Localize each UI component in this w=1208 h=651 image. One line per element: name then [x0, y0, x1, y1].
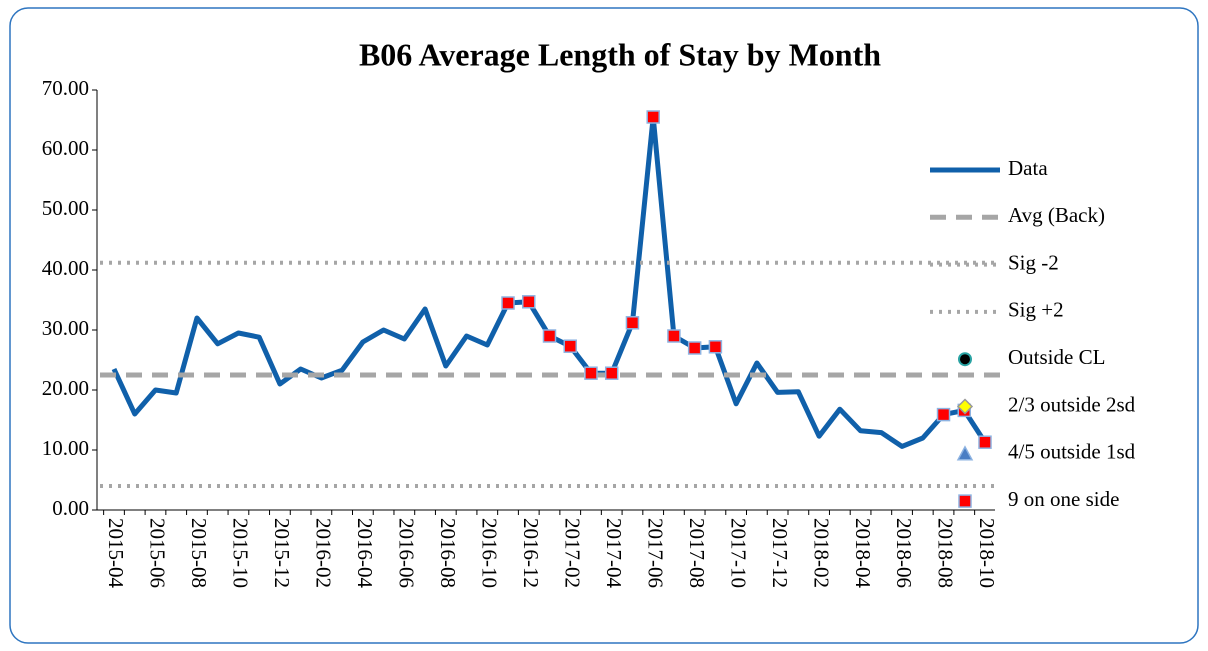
x-tick-label: 2016-04: [353, 518, 377, 588]
legend-swatch: [956, 398, 974, 415]
legend-label: Sig +2: [1008, 298, 1064, 322]
marker: [501, 296, 515, 310]
legend-label: Outside CL: [1008, 345, 1105, 369]
x-tick-label: 2016-06: [395, 518, 419, 588]
x-tick-label: 2018-06: [892, 518, 916, 588]
legend-swatch: [958, 494, 972, 508]
x-tick-label: 2018-04: [851, 518, 875, 588]
x-tick-label: 2018-10: [975, 518, 999, 588]
marker: [625, 316, 640, 330]
legend-label: Data: [1008, 156, 1048, 180]
y-tick-label: 20.00: [42, 376, 89, 400]
marker: [667, 329, 681, 343]
legend-label: Sig -2: [1008, 250, 1059, 274]
x-tick-label: 2015-12: [270, 518, 294, 588]
x-tick-label: 2018-02: [809, 518, 833, 588]
x-tick-label: 2015-04: [104, 518, 128, 588]
marker: [708, 340, 723, 354]
marker: [646, 110, 660, 124]
x-tick-label: 2016-02: [312, 518, 336, 588]
legend-label: Avg (Back): [1008, 203, 1105, 227]
x-tick-label: 2017-08: [685, 518, 709, 588]
legend-label: 9 on one side: [1008, 487, 1119, 511]
legend-swatch: [958, 352, 972, 367]
x-tick-label: 2015-06: [146, 518, 170, 588]
x-tick-label: 2016-12: [519, 518, 543, 588]
x-tick-label: 2016-08: [436, 518, 460, 588]
marker: [563, 339, 577, 353]
x-tick-label: 2017-04: [602, 518, 626, 588]
chart-title: B06 Average Length of Stay by Month: [359, 36, 881, 72]
x-tick-label: 2018-08: [934, 518, 958, 588]
y-tick-label: 50.00: [42, 196, 89, 220]
marker: [978, 435, 992, 449]
x-tick-label: 2016-10: [477, 518, 501, 588]
legend-swatch: [956, 445, 974, 461]
marker: [522, 295, 536, 309]
x-tick-label: 2015-08: [187, 518, 211, 588]
y-tick-label: 10.00: [42, 436, 89, 460]
x-tick-label: 2015-10: [229, 518, 253, 588]
y-tick-label: 60.00: [42, 136, 89, 160]
marker: [604, 366, 619, 380]
y-tick-label: 0.00: [52, 496, 89, 520]
marker: [687, 341, 702, 355]
x-tick-label: 2017-12: [768, 518, 792, 588]
x-tick-label: 2017-02: [560, 518, 584, 588]
y-tick-label: 70.00: [42, 76, 89, 100]
y-tick-label: 40.00: [42, 256, 89, 280]
marker: [936, 407, 951, 422]
marker: [584, 366, 598, 380]
marker: [542, 329, 557, 343]
legend-label: 4/5 outside 1sd: [1008, 440, 1136, 464]
legend-label: 2/3 outside 2sd: [1008, 392, 1136, 416]
x-tick-label: 2017-06: [643, 518, 667, 588]
x-tick-label: 2017-10: [726, 518, 750, 588]
y-tick-label: 30.00: [42, 316, 89, 340]
